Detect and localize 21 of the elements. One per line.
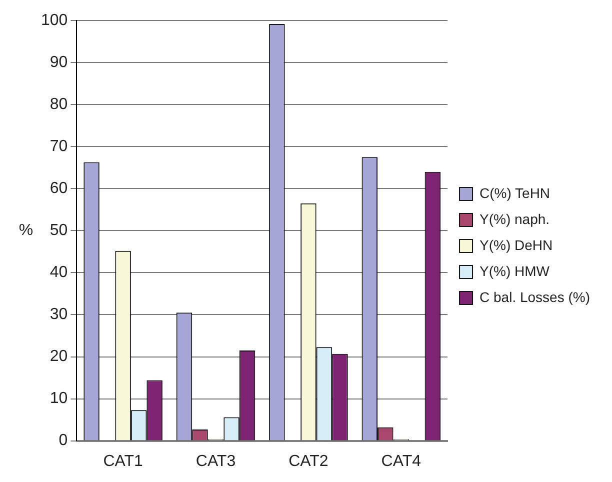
y-tick-label: 30 [50, 306, 68, 324]
x-tick-label: CAT1 [103, 452, 143, 470]
x-tick-label: CAT3 [196, 452, 236, 470]
y-axis-title: % [18, 222, 34, 240]
legend-label: Y(%) DeHN [480, 236, 553, 253]
y-tick-label: 0 [58, 432, 68, 450]
y-tick-label: 100 [40, 12, 68, 30]
legend-label: Y(%) HMW [480, 262, 550, 279]
legend-label: Y(%) naph. [480, 210, 550, 227]
y-tick-label: 10 [50, 390, 68, 408]
x-tick-label: CAT2 [288, 452, 328, 470]
y-tick-label: 20 [50, 348, 68, 366]
y-tick-label: 60 [50, 180, 68, 198]
legend-label: C(%) TeHN [480, 184, 550, 201]
legend-label: C bal. Losses (%) [480, 288, 590, 305]
y-tick-label: 70 [50, 138, 68, 156]
y-tick-label: 80 [50, 96, 68, 114]
x-tick-label: CAT4 [381, 452, 422, 470]
y-tick-label: 90 [50, 54, 68, 72]
y-tick-label: 40 [50, 264, 68, 282]
y-tick-label: 50 [50, 222, 68, 240]
